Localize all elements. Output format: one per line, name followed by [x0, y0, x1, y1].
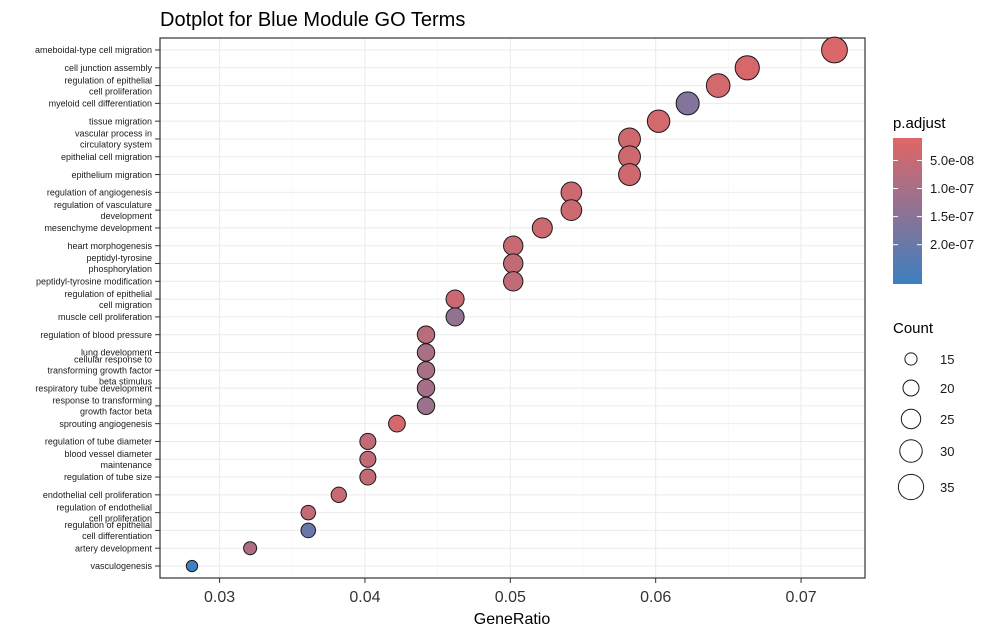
x-axis-label: GeneRatio: [474, 611, 551, 628]
data-point: [416, 343, 436, 362]
data-point: [300, 522, 317, 539]
y-tick-label: regulation of blood pressure: [40, 330, 152, 340]
y-tick-label: peptidyl-tyrosine phosphorylation: [86, 253, 152, 274]
size-legend-label: 15: [940, 352, 954, 367]
size-legend-circle: [897, 473, 925, 501]
y-tick-label: regulation of tube diameter: [45, 437, 152, 447]
y-tick-label: mesenchyme development: [44, 223, 152, 233]
y-tick-label: respiratory tube development: [35, 383, 152, 393]
data-point: [359, 432, 377, 450]
data-point: [821, 36, 848, 64]
x-tick-label: 0.03: [204, 589, 235, 606]
y-tick-label: epithelial cell migration: [61, 152, 152, 162]
y-tick-label: peptidyl-tyrosine modification: [36, 277, 152, 287]
plot-border: [159, 37, 866, 579]
y-tick-label: epithelium migration: [71, 170, 152, 180]
grid: [160, 38, 865, 578]
data-point: [416, 361, 436, 380]
y-tick-label: ameboidal-type cell migration: [35, 45, 152, 55]
size-legend-label: 30: [940, 444, 954, 459]
y-tick-label: vascular process in circulatory system: [75, 129, 152, 150]
data-point: [734, 55, 760, 81]
y-tick-label: regulation of angiogenesis: [47, 188, 153, 198]
data-point: [503, 253, 524, 274]
size-legend-label: 25: [940, 412, 954, 427]
color-legend-tick-label: 1.0e-07: [930, 181, 974, 196]
y-tick-label: regulation of epithelial cell proliferati…: [64, 75, 152, 96]
x-axis-ticks: 0.03 0.04 0.05 0.06 0.07: [204, 578, 817, 606]
y-tick-label: regulation of epithelial cell differentia…: [64, 520, 152, 541]
y-tick-label: endothelial cell proliferation: [43, 490, 152, 500]
data-point: [560, 199, 583, 221]
data-point: [503, 235, 524, 256]
data-point: [445, 307, 465, 327]
size-legend-circle: [902, 379, 920, 397]
data-point: [416, 325, 436, 344]
data-point: [618, 163, 641, 186]
data-point: [445, 289, 465, 309]
x-tick-label: 0.04: [349, 589, 380, 606]
color-legend-tick-label: 1.5e-07: [930, 209, 974, 224]
data-point: [359, 450, 377, 468]
y-tick-label: regulation of endothelial cell proliferat…: [56, 502, 152, 523]
y-tick-label: lung development: [81, 348, 153, 358]
data-point: [531, 217, 553, 239]
size-legend-label: 20: [940, 381, 954, 396]
y-tick-label: regulation of epithelial cell migration: [64, 289, 152, 310]
data-point: [646, 109, 671, 133]
x-tick-label: 0.05: [495, 589, 526, 606]
data-point: [359, 468, 377, 486]
data-point: [388, 414, 406, 433]
y-axis-ticks: ameboidal-type cell migration cell juncti…: [35, 45, 160, 571]
size-legend-circle: [899, 439, 923, 463]
data-point: [705, 73, 731, 98]
color-legend-title: p.adjust: [893, 115, 946, 132]
size-legend-circle: [904, 352, 918, 366]
data-point: [503, 271, 524, 292]
points: [185, 36, 848, 573]
y-tick-label: cell junction assembly: [64, 63, 152, 73]
size-legend-circle: [900, 408, 922, 430]
y-tick-label: regulation of tube size: [64, 472, 152, 482]
plot-panel: [160, 38, 865, 578]
color-legend: p.adjust 5.0e-08 1.0e-07 1.5e-07 2.0e-07: [893, 115, 974, 284]
data-point: [675, 91, 700, 116]
y-tick-label: vasculogenesis: [90, 561, 152, 571]
data-point: [243, 541, 258, 556]
y-tick-label: regulation of vasculature development: [54, 200, 153, 221]
data-point: [416, 396, 436, 416]
data-point: [300, 504, 317, 521]
color-legend-gradient: [893, 138, 922, 284]
y-tick-label: artery development: [75, 543, 153, 553]
y-tick-label: myeloid cell differentiation: [49, 99, 152, 109]
data-point: [330, 486, 347, 503]
size-legend-label: 35: [940, 480, 954, 495]
data-point: [185, 559, 199, 573]
color-legend-tick-label: 5.0e-08: [930, 153, 974, 168]
x-tick-label: 0.06: [640, 589, 671, 606]
y-tick-label: cellular response to transforming growth …: [47, 354, 152, 386]
y-tick-label: tissue migration: [89, 116, 152, 126]
size-legend-title: Count: [893, 320, 934, 337]
color-legend-tick-label: 2.0e-07: [930, 237, 974, 252]
y-tick-label: muscle cell proliferation: [58, 312, 152, 322]
y-tick-label: sprouting angiogenesis: [59, 419, 152, 429]
y-tick-label: blood vessel diameter maintenance: [64, 449, 152, 470]
chart-title: Dotplot for Blue Module GO Terms: [160, 9, 465, 31]
y-tick-label: heart morphogenesis: [67, 241, 152, 251]
size-legend: Count 15 20 25 30 35: [893, 320, 954, 501]
x-tick-label: 0.07: [785, 589, 816, 606]
y-tick-label: response to transforming growth factor be…: [52, 396, 152, 417]
data-point: [416, 378, 436, 398]
